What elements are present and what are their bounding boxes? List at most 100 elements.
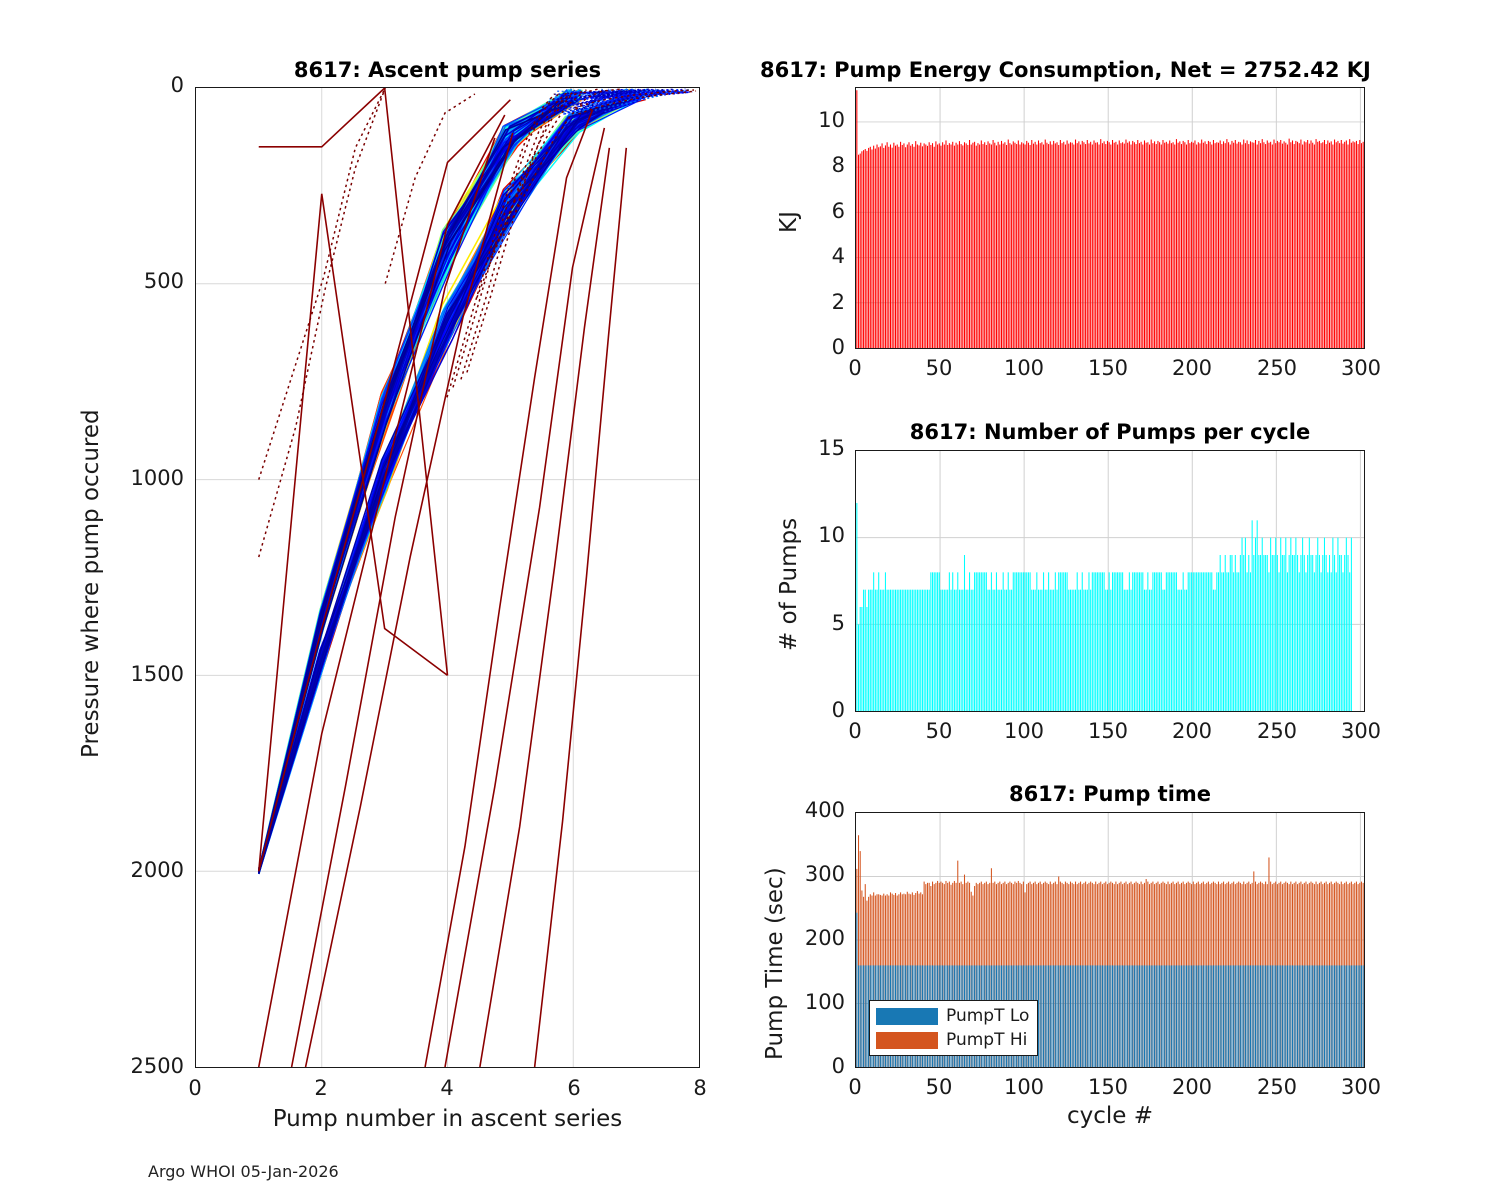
bar: [1239, 965, 1241, 1067]
bar: [1290, 537, 1292, 711]
ascent-cycle-line: [258, 99, 572, 872]
bar: [1120, 572, 1122, 711]
ascent-cycle-line: [258, 95, 582, 874]
bar: [1330, 965, 1332, 1067]
ascent-cycle-line: [258, 100, 580, 872]
ascent-cycle-line: [258, 99, 579, 871]
bar: [1275, 143, 1277, 348]
bar: [1253, 142, 1255, 348]
bar: [1160, 965, 1162, 1067]
pumptime-ytick-400: 400: [804, 798, 845, 822]
energy-ytick-8: 8: [831, 153, 845, 177]
bar: [1142, 965, 1144, 1067]
bar: [933, 146, 935, 348]
bar: [1110, 589, 1112, 711]
ascent-cycle-line: [258, 92, 581, 875]
bar: [1105, 965, 1107, 1067]
ascent-cycle-line: [258, 90, 567, 873]
ascent-surface-tail: [591, 91, 645, 108]
bar: [1224, 555, 1226, 711]
bar: [1187, 140, 1189, 348]
bar: [910, 589, 912, 711]
bar: [1170, 965, 1172, 1067]
bar: [1152, 965, 1154, 1067]
bar: [1059, 140, 1061, 348]
bar: [1014, 572, 1016, 711]
bar: [859, 965, 861, 1067]
bar: [1286, 144, 1288, 348]
energy-panel-title: 8617: Pump Energy Consumption, Net = 275…: [760, 58, 1371, 82]
bar: [1081, 572, 1083, 711]
ascent-cycle-line: [258, 91, 574, 870]
bar: [1140, 965, 1142, 1067]
bar: [1074, 139, 1077, 348]
bar: [1162, 589, 1164, 711]
bar: [1298, 572, 1300, 711]
bar: [1251, 142, 1253, 348]
pumptime-yaxis-label: Pump Time (sec): [762, 867, 788, 1060]
ascent-cycle-line: [258, 90, 640, 872]
bar: [1080, 144, 1082, 348]
figure-footer: Argo WHOI 05-Jan-2026: [148, 1162, 339, 1181]
bar: [1261, 139, 1263, 348]
bar: [905, 589, 907, 711]
bar: [1297, 141, 1299, 348]
bar: [1113, 142, 1115, 348]
bar: [999, 144, 1001, 348]
bar: [1069, 589, 1071, 711]
ascent-surface-tail: [587, 90, 634, 104]
pumps-ytick-5: 5: [831, 611, 845, 635]
ascent-cycle-line: [258, 97, 576, 870]
ascent-cycle-line: [258, 93, 575, 870]
bar: [1248, 965, 1250, 1067]
bar: [1105, 144, 1107, 348]
bar: [997, 141, 999, 348]
bar: [1184, 589, 1186, 711]
pumptime-ytick-200: 200: [804, 926, 845, 950]
pumptime-xtick-300: 300: [1340, 1075, 1382, 1099]
bar: [1110, 965, 1112, 1067]
bar: [1207, 140, 1209, 348]
bar: [891, 147, 893, 348]
bar: [992, 140, 994, 348]
bar: [1280, 965, 1282, 1067]
bar: [1184, 965, 1186, 1067]
bar: [1256, 965, 1258, 1067]
bar: [1194, 140, 1196, 348]
bar: [1234, 140, 1236, 348]
bar: [1212, 140, 1214, 348]
bar: [868, 965, 870, 1067]
ascent-cycle-line: [258, 99, 573, 874]
bar: [1223, 572, 1225, 711]
pumps-xtick-0: 0: [848, 719, 862, 743]
pumps-xtick-250: 250: [1256, 719, 1298, 743]
bar: [942, 589, 944, 711]
ascent-xtick-4: 4: [440, 1076, 454, 1100]
ascent-cycle-line: [258, 95, 579, 870]
bar: [1186, 144, 1188, 348]
bar: [1280, 537, 1282, 711]
pumptime-ytick-100: 100: [804, 990, 845, 1014]
bar: [866, 150, 868, 348]
bar: [1085, 589, 1087, 711]
bar: [1170, 143, 1172, 348]
ascent-cycle-line: [258, 89, 576, 871]
bar: [1362, 965, 1364, 1067]
bar: [1007, 139, 1009, 348]
bar: [1044, 965, 1046, 1067]
bar: [1196, 572, 1198, 711]
bar: [994, 589, 996, 711]
energy-xtick-200: 200: [1171, 356, 1213, 380]
bar: [1011, 144, 1013, 348]
bar: [1236, 143, 1238, 348]
bar: [871, 149, 873, 348]
bar: [1320, 965, 1322, 1067]
bar: [1058, 572, 1060, 711]
bar: [1058, 144, 1060, 348]
bar: [863, 150, 865, 348]
ascent-cycle-line: [258, 91, 582, 872]
ascent-plot-svg: [196, 88, 699, 1067]
ascent-cycle-line: [258, 96, 582, 874]
bar: [1221, 572, 1223, 711]
bar: [1276, 965, 1278, 1067]
